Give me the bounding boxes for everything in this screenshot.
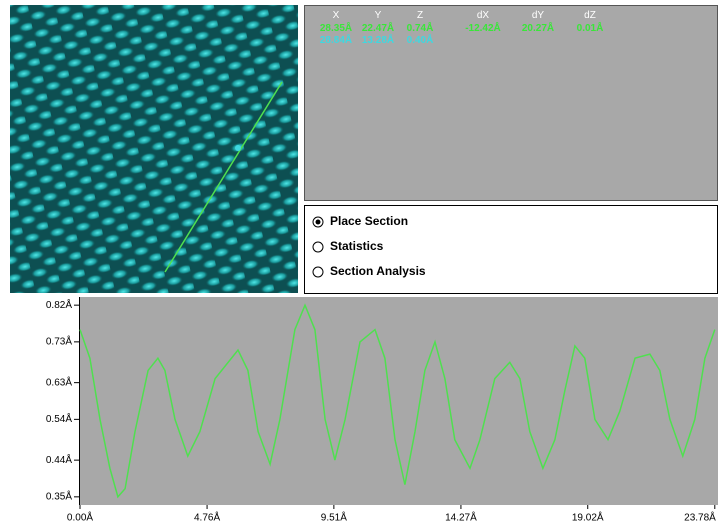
readout-panel xyxy=(304,5,718,201)
y-tick-label: 0.35Å xyxy=(46,489,72,502)
column-header: X xyxy=(333,10,340,21)
readout-value: 13.28Å xyxy=(362,33,394,46)
y-tick-label: 0.82Å xyxy=(46,298,72,311)
radio-button[interactable] xyxy=(312,266,324,278)
options: Place Section Statistics Section Analysis xyxy=(312,214,426,278)
stm-image xyxy=(10,5,298,293)
y-tick-label: 0.54Å xyxy=(46,412,72,425)
y-tick-label: 0.63Å xyxy=(46,375,72,388)
radio-label[interactable]: Section Analysis xyxy=(330,264,426,278)
profile-line xyxy=(79,303,716,499)
column-header: Z xyxy=(417,10,423,21)
section-line[interactable] xyxy=(164,81,283,273)
x-tick-label: 9.51Å xyxy=(321,511,347,524)
readout-value: 0.01Å xyxy=(577,21,604,34)
section-cursor[interactable] xyxy=(235,145,241,151)
radio-button[interactable] xyxy=(312,241,324,253)
y-tick-label: 0.44Å xyxy=(46,453,72,466)
options-panel xyxy=(304,205,718,294)
readout-value: 28.84Å xyxy=(320,33,352,46)
radio-label[interactable]: Place Section xyxy=(330,214,408,228)
column-header: dZ xyxy=(584,10,596,21)
column-header: dY xyxy=(532,10,545,21)
profile-plot xyxy=(80,297,718,505)
radio-label[interactable]: Statistics xyxy=(330,239,384,253)
profile: 0.82Å 0.73Å 0.63Å 0.54Å 0.44Å 0.35Å 0.00Å 4.76Å… xyxy=(46,298,716,524)
readout-value: 22.47Å xyxy=(362,21,394,34)
readout-value: 0.74Å xyxy=(407,21,434,34)
column-header: Y xyxy=(375,10,382,21)
readout-value: 28.35Å xyxy=(320,21,352,34)
readout-value: 0.40Å xyxy=(407,33,434,46)
x-tick-label: 23.78Å xyxy=(684,511,716,524)
x-tick-label: 4.76Å xyxy=(194,511,220,524)
column-header: dX xyxy=(477,10,490,21)
x-tick-label: 0.00Å xyxy=(67,511,93,524)
readout-value: 20.27Å xyxy=(522,21,554,34)
readout-value: -12.42Å xyxy=(465,21,501,34)
radio-dot xyxy=(315,219,321,225)
x-tick-label: 19.02Å xyxy=(572,511,604,524)
x-tick-label: 14.27Å xyxy=(445,511,477,524)
y-tick-label: 0.73Å xyxy=(46,335,72,348)
